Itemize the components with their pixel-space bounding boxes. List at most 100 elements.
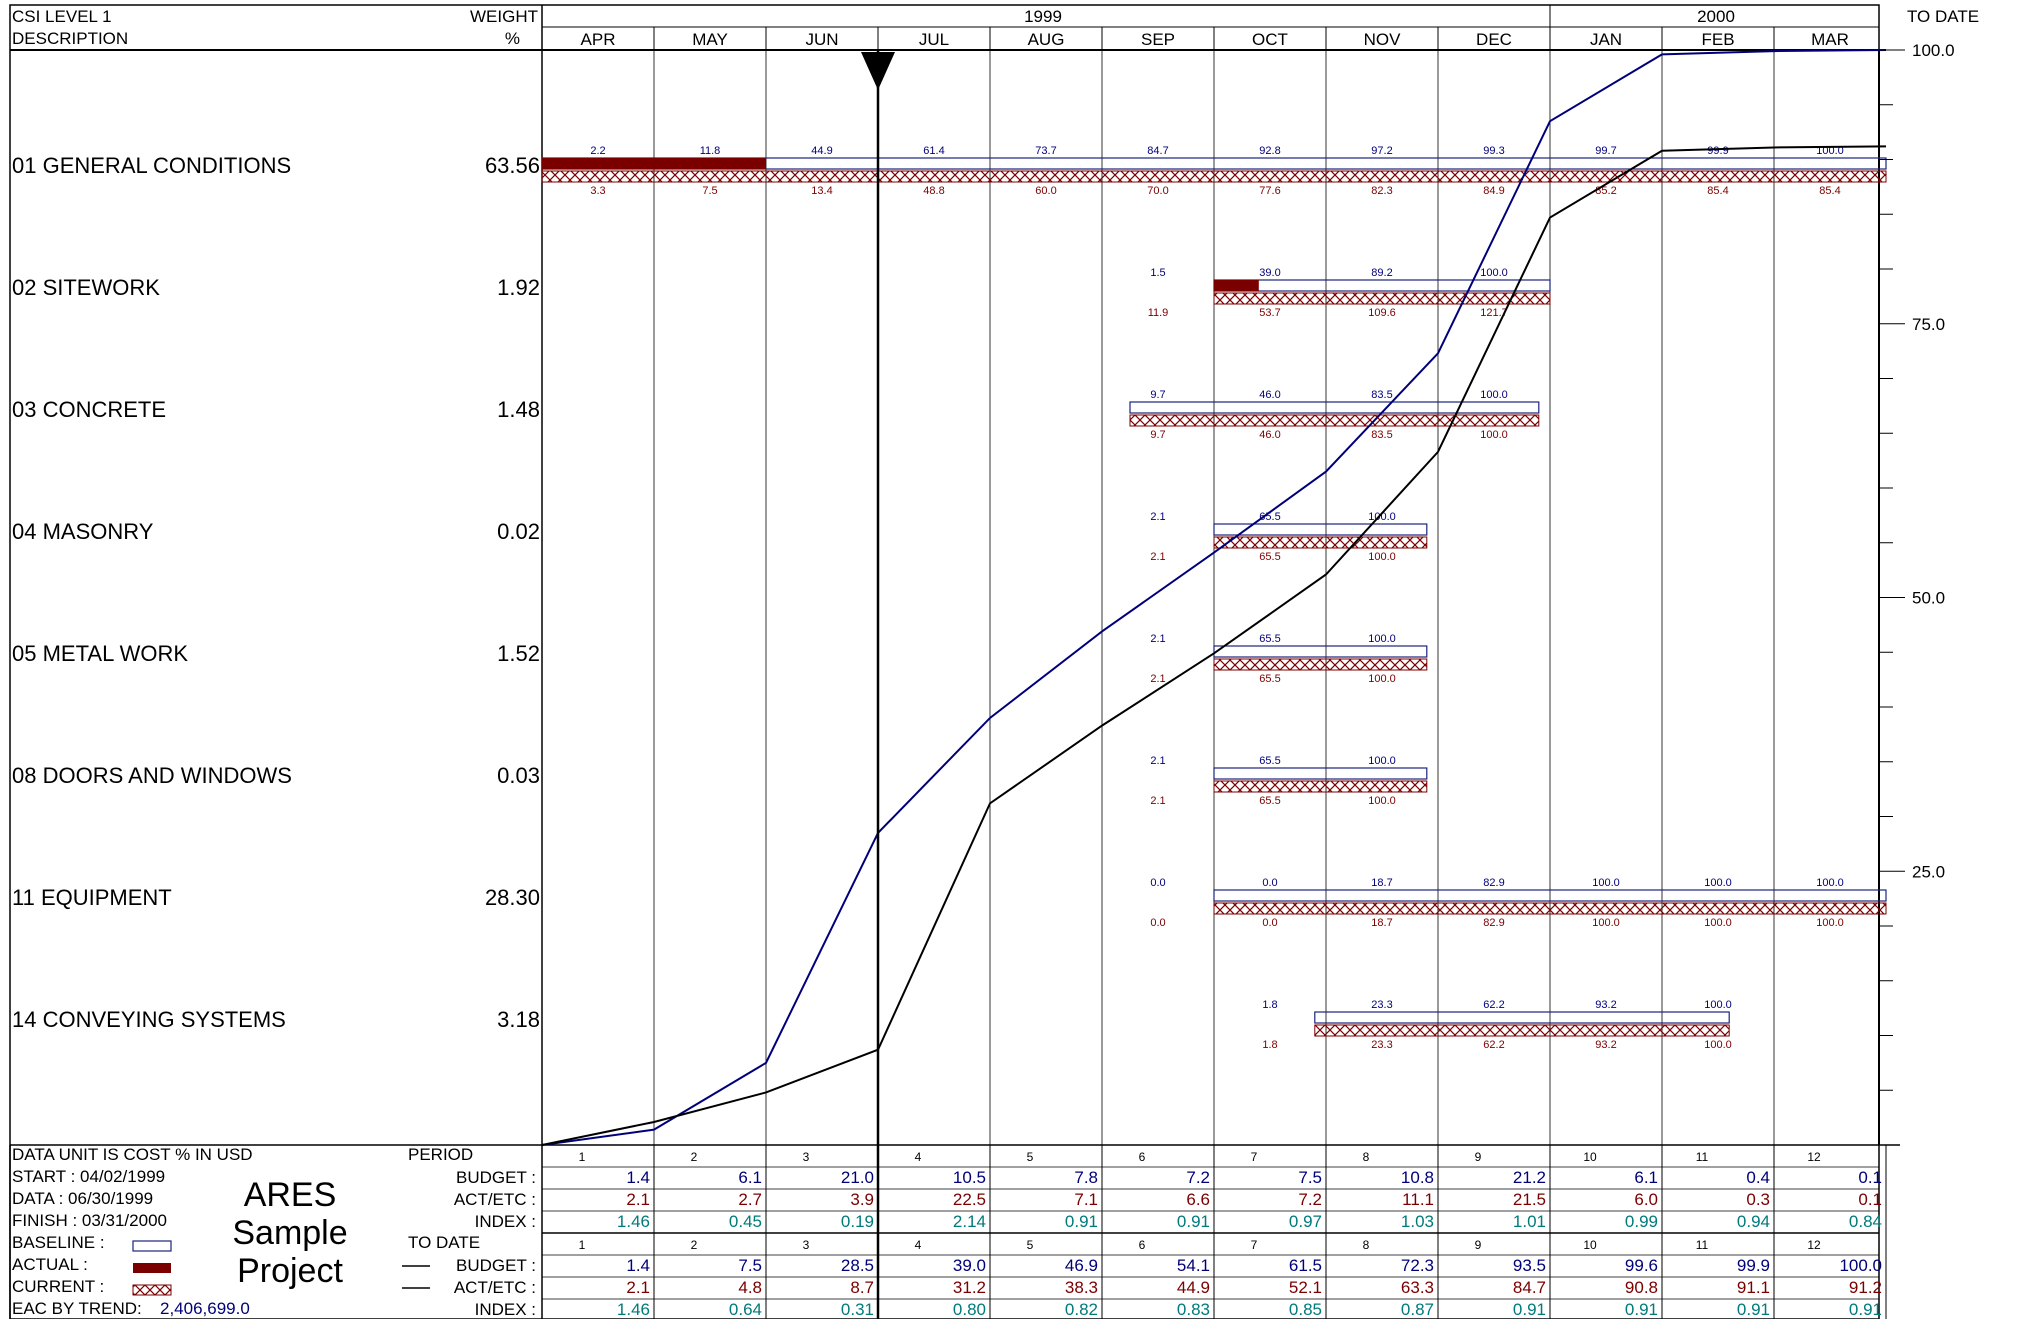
activity-rows: 01 GENERAL CONDITIONS 63.56 2.2 11.8 44.9 61.… xyxy=(12,145,1887,1051)
baseline-pct-label: 62.2 xyxy=(1483,999,1504,1011)
period-number: 11 xyxy=(1696,1150,1709,1164)
baseline-pct-label: 2.2 xyxy=(590,145,605,157)
table-cell-budget: 46.9 xyxy=(1065,1256,1098,1275)
current-bar xyxy=(1213,902,1887,915)
month-header-row: APR MAY JUN JUL AUG SEP OCT NOV DEC JAN FEB MAR xyxy=(581,30,1849,49)
table-cell-budget: 72.3 xyxy=(1401,1256,1434,1275)
month-label: APR xyxy=(581,30,616,49)
month-label: DEC xyxy=(1476,30,1512,49)
table-cell-budget: 6.1 xyxy=(1634,1168,1658,1187)
current-pct-label: 2.1 xyxy=(1150,673,1165,685)
table-cell-act: 44.9 xyxy=(1177,1278,1210,1297)
table-cell-act: 21.5 xyxy=(1513,1190,1546,1209)
baseline-bar xyxy=(1314,1011,1730,1024)
period-number: 3 xyxy=(803,1238,810,1252)
current-pct-label: 109.6 xyxy=(1368,307,1396,319)
activity-name: 05 METAL WORK xyxy=(12,641,188,666)
table-cell-budget: 61.5 xyxy=(1289,1256,1322,1275)
activity-name: 02 SITEWORK xyxy=(12,275,160,300)
table-cell-budget: 21.0 xyxy=(841,1168,874,1187)
table-cell-index: 0.91 xyxy=(1177,1212,1210,1231)
baseline-pct-label: 46.0 xyxy=(1259,389,1280,401)
table-cell-act: 2.1 xyxy=(626,1190,650,1209)
month-label: FEB xyxy=(1701,30,1734,49)
data-date-marker xyxy=(861,50,895,1319)
period-number: 10 xyxy=(1583,1238,1597,1252)
table-cell-index: 0.84 xyxy=(1849,1212,1882,1231)
table-cell-index: 0.91 xyxy=(1065,1212,1098,1231)
table-cell-budget: 1.4 xyxy=(626,1168,650,1187)
current-pct-label: 3.3 xyxy=(590,185,605,197)
s-curves xyxy=(541,49,1887,1146)
table-cell-index: 0.94 xyxy=(1737,1212,1770,1231)
baseline-pct-label: 93.2 xyxy=(1595,999,1616,1011)
activity-weight: 1.52 xyxy=(497,641,540,666)
current-pct-label: 100.0 xyxy=(1816,917,1844,929)
period-number: 5 xyxy=(1027,1150,1034,1164)
baseline-pct-label: 100.0 xyxy=(1816,145,1844,157)
baseline-legend-label: BASELINE : xyxy=(12,1233,105,1252)
actual-bar xyxy=(1214,280,1259,291)
period-number: 6 xyxy=(1139,1150,1146,1164)
baseline-pct-label: 99.9 xyxy=(1707,145,1728,157)
period-number: 8 xyxy=(1363,1238,1370,1252)
baseline-pct-label: 39.0 xyxy=(1259,267,1280,279)
budget-curve xyxy=(541,49,1887,1146)
baseline-pct-label: 100.0 xyxy=(1704,999,1732,1011)
table-cell-budget: 0.1 xyxy=(1858,1168,1882,1187)
baseline-pct-label: 89.2 xyxy=(1371,267,1392,279)
activity-name: 01 GENERAL CONDITIONS xyxy=(12,153,291,178)
baseline-pct-label: 11.8 xyxy=(700,145,721,157)
table-cell-act: 3.9 xyxy=(850,1190,874,1209)
table-cell-budget: 10.8 xyxy=(1401,1168,1434,1187)
start-date: START : 04/02/1999 xyxy=(12,1167,165,1186)
table-cell-index: 0.97 xyxy=(1289,1212,1322,1231)
table-row-label: INDEX : xyxy=(475,1300,536,1319)
table-cell-budget: 6.1 xyxy=(738,1168,762,1187)
table-cell-budget: 7.8 xyxy=(1074,1168,1098,1187)
table-cell-index: 0.19 xyxy=(841,1212,874,1231)
current-pct-label: 100.0 xyxy=(1368,673,1396,685)
table-cell-act: 8.7 xyxy=(850,1278,874,1297)
table-cell-act: 63.3 xyxy=(1401,1278,1434,1297)
table-cell-act: 2.1 xyxy=(626,1278,650,1297)
current-pct-label: 18.7 xyxy=(1371,917,1392,929)
current-legend-swatch xyxy=(132,1284,172,1296)
current-pct-label: 2.1 xyxy=(1150,795,1165,807)
current-pct-label: 82.3 xyxy=(1371,185,1392,197)
current-pct-label: 7.5 xyxy=(702,185,717,197)
activity-weight: 1.92 xyxy=(497,275,540,300)
table-cell-budget: 7.2 xyxy=(1186,1168,1210,1187)
table-row-label: INDEX : xyxy=(475,1212,536,1231)
table-cell-index: 1.46 xyxy=(617,1300,650,1319)
table-cell-index: 0.45 xyxy=(729,1212,762,1231)
current-bar xyxy=(1213,292,1551,305)
desc-header-line2: DESCRIPTION xyxy=(12,29,128,48)
baseline-pct-label: 100.0 xyxy=(1704,877,1732,889)
current-bar xyxy=(1314,1024,1730,1037)
baseline-pct-label: 1.8 xyxy=(1262,999,1277,1011)
activity-weight: 28.30 xyxy=(485,885,540,910)
activity-name: 04 MASONRY xyxy=(12,519,154,544)
baseline-pct-label: 2.1 xyxy=(1150,633,1165,645)
current-pct-label: 65.5 xyxy=(1259,795,1280,807)
baseline-pct-label: 73.7 xyxy=(1035,145,1056,157)
table-cell-act: 38.3 xyxy=(1065,1278,1098,1297)
actual-legend-label: ACTUAL : xyxy=(12,1255,88,1274)
eac-value: 2,406,699.0 xyxy=(160,1299,250,1318)
period-number: 8 xyxy=(1363,1150,1370,1164)
current-bar xyxy=(1213,536,1428,549)
baseline-bar xyxy=(1213,889,1887,902)
period-number: 12 xyxy=(1807,1238,1821,1252)
month-label: JAN xyxy=(1590,30,1622,49)
table-cell-budget: 99.6 xyxy=(1625,1256,1658,1275)
current-pct-label: 70.0 xyxy=(1147,185,1168,197)
baseline-pct-label: 2.1 xyxy=(1150,755,1165,767)
to-date-header: TO DATE xyxy=(1907,7,1979,26)
footer-info: DATA UNIT IS COST % IN USD PERIOD START … xyxy=(12,1145,480,1318)
current-pct-label: 100.0 xyxy=(1368,551,1396,563)
axis-tick-label: 100.0 xyxy=(1912,41,1955,60)
current-pct-label: 85.4 xyxy=(1707,185,1728,197)
project-name-line3: Project xyxy=(237,1252,343,1290)
eac-label: EAC BY TREND: xyxy=(12,1299,142,1318)
